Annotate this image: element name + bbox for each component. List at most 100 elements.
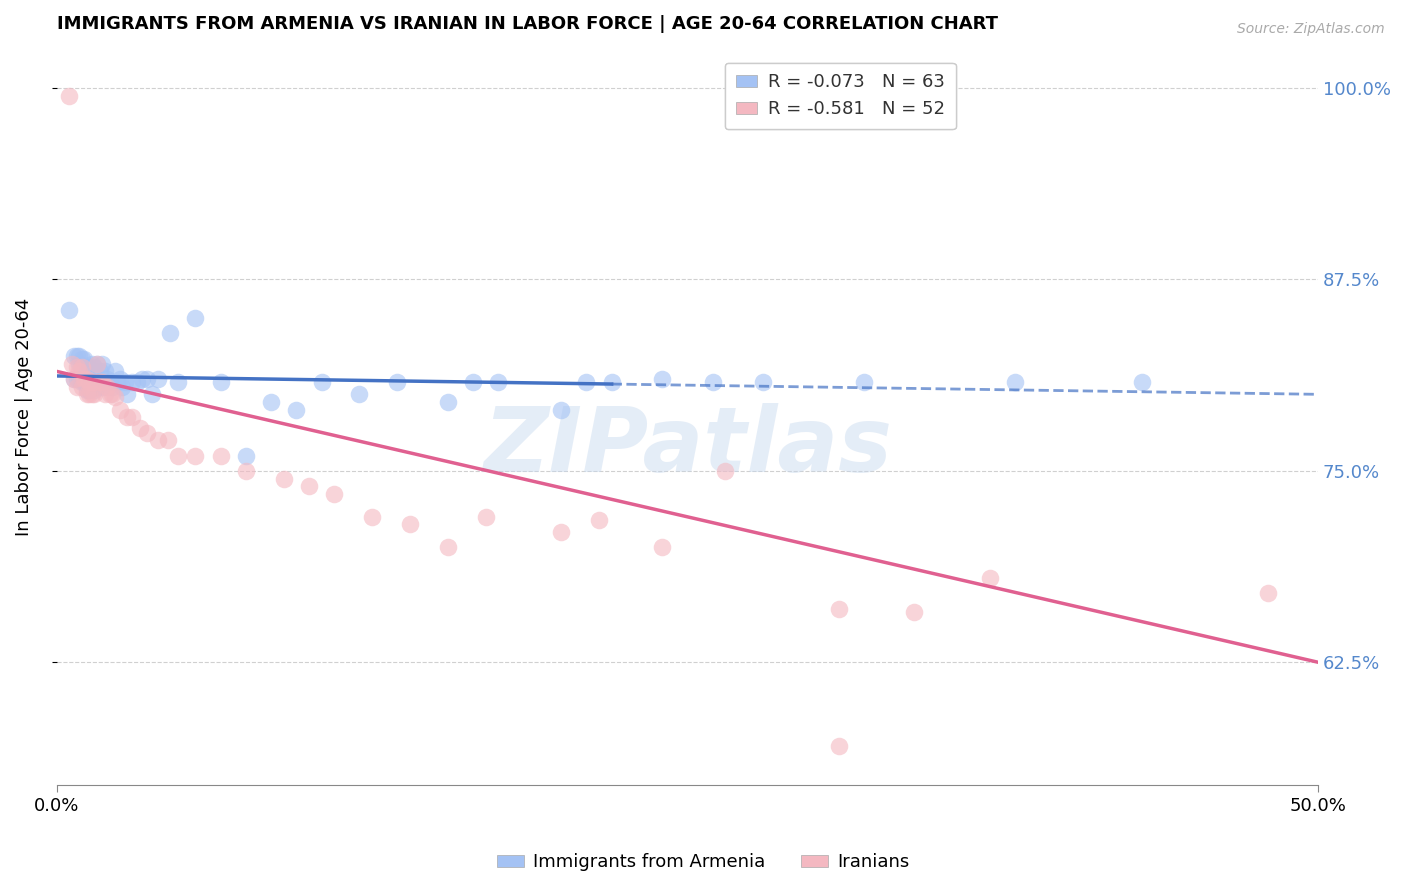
Point	[127, 375, 149, 389]
Point	[80, 375, 103, 389]
Point	[209, 449, 232, 463]
Point	[104, 364, 127, 378]
Point	[136, 372, 159, 386]
Point	[101, 387, 124, 401]
Point	[651, 541, 673, 555]
Point	[159, 326, 181, 340]
Point	[73, 352, 96, 367]
Point	[76, 359, 98, 374]
Point	[83, 375, 105, 389]
Point	[67, 372, 90, 386]
Point	[80, 387, 103, 401]
Point	[96, 379, 118, 393]
Point	[63, 349, 86, 363]
Point	[66, 372, 89, 386]
Legend: Immigrants from Armenia, Iranians: Immigrants from Armenia, Iranians	[489, 847, 917, 879]
Point	[114, 375, 136, 389]
Point	[79, 375, 101, 389]
Point	[79, 359, 101, 374]
Point	[260, 395, 283, 409]
Point	[66, 359, 89, 374]
Point	[1257, 586, 1279, 600]
Point	[979, 571, 1001, 585]
Point	[1130, 375, 1153, 389]
Point	[83, 359, 105, 374]
Point	[91, 357, 114, 371]
Point	[96, 372, 118, 386]
Point	[89, 375, 111, 389]
Point	[91, 375, 114, 389]
Point	[86, 357, 108, 371]
Point	[550, 525, 572, 540]
Legend: R = -0.073   N = 63, R = -0.581   N = 52: R = -0.073 N = 63, R = -0.581 N = 52	[724, 62, 956, 129]
Point	[86, 357, 108, 371]
Point	[108, 372, 131, 386]
Point	[141, 387, 163, 401]
Point	[398, 517, 420, 532]
Point	[89, 364, 111, 378]
Point	[136, 425, 159, 440]
Point	[79, 387, 101, 401]
Point	[76, 372, 98, 386]
Point	[79, 383, 101, 397]
Point	[67, 357, 90, 371]
Point	[121, 410, 143, 425]
Point	[86, 379, 108, 393]
Point	[67, 349, 90, 363]
Point	[828, 739, 851, 754]
Point	[80, 357, 103, 371]
Point	[184, 449, 207, 463]
Point	[273, 471, 295, 485]
Point	[83, 383, 105, 397]
Point	[98, 387, 121, 401]
Point	[66, 349, 89, 363]
Point	[298, 479, 321, 493]
Point	[714, 464, 737, 478]
Point	[853, 375, 876, 389]
Point	[349, 387, 371, 401]
Point	[235, 464, 257, 478]
Point	[436, 541, 458, 555]
Point	[63, 372, 86, 386]
Point	[166, 375, 188, 389]
Point	[1004, 375, 1026, 389]
Point	[104, 391, 127, 405]
Point	[83, 387, 105, 401]
Text: Source: ZipAtlas.com: Source: ZipAtlas.com	[1237, 22, 1385, 37]
Point	[575, 375, 598, 389]
Point	[461, 375, 484, 389]
Y-axis label: In Labor Force | Age 20-64: In Labor Force | Age 20-64	[15, 298, 32, 536]
Point	[323, 487, 346, 501]
Point	[66, 379, 89, 393]
Point	[184, 310, 207, 325]
Point	[651, 372, 673, 386]
Point	[550, 402, 572, 417]
Point	[70, 375, 93, 389]
Point	[108, 402, 131, 417]
Point	[131, 372, 153, 386]
Point	[60, 357, 83, 371]
Point	[128, 421, 150, 435]
Point	[474, 509, 496, 524]
Point	[702, 375, 724, 389]
Point	[117, 387, 139, 401]
Point	[70, 359, 93, 374]
Text: IMMIGRANTS FROM ARMENIA VS IRANIAN IN LABOR FORCE | AGE 20-64 CORRELATION CHART: IMMIGRANTS FROM ARMENIA VS IRANIAN IN LA…	[56, 15, 998, 33]
Point	[58, 88, 80, 103]
Point	[828, 601, 851, 615]
Point	[63, 372, 86, 386]
Point	[93, 364, 115, 378]
Point	[73, 372, 96, 386]
Point	[111, 379, 134, 393]
Point	[70, 379, 93, 393]
Point	[76, 383, 98, 397]
Point	[98, 375, 121, 389]
Point	[105, 375, 128, 389]
Point	[101, 379, 124, 393]
Point	[117, 410, 139, 425]
Point	[387, 375, 409, 389]
Point	[146, 434, 169, 448]
Point	[486, 375, 509, 389]
Point	[146, 372, 169, 386]
Point	[76, 387, 98, 401]
